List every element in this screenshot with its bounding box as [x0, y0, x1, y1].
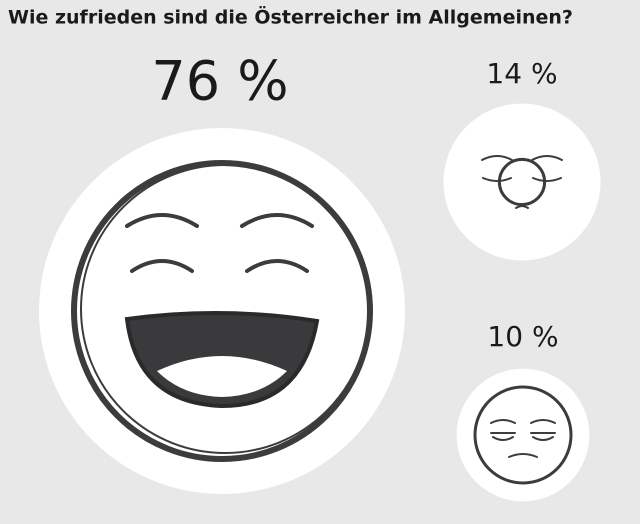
value-label: 76 %: [151, 50, 288, 113]
face-outline: [473, 385, 573, 485]
eye: [245, 259, 309, 273]
eyebrow: [481, 155, 513, 161]
face-outline: [71, 160, 373, 462]
mouth: [515, 205, 529, 209]
eyebrow: [530, 419, 556, 424]
eyebrow: [240, 213, 314, 228]
eye: [130, 259, 194, 273]
face: [481, 155, 563, 209]
eye: [530, 432, 556, 441]
eyebrow: [490, 419, 516, 424]
eye: [490, 432, 516, 441]
mouth: [508, 453, 538, 458]
eyebrow: [531, 155, 563, 161]
tongue: [157, 356, 287, 397]
face-outline: [497, 157, 547, 207]
value-label: 14 %: [486, 57, 557, 90]
bubble: [456, 368, 590, 502]
value-label: 10 %: [487, 320, 558, 353]
face: [71, 160, 373, 462]
eye: [482, 177, 512, 182]
face-outline: [80, 164, 370, 454]
face: [473, 385, 573, 485]
bubble: [443, 103, 601, 261]
eyebrow: [125, 213, 199, 228]
chart-title: Wie zufrieden sind die Österreicher im A…: [8, 5, 573, 29]
eye: [532, 177, 562, 182]
